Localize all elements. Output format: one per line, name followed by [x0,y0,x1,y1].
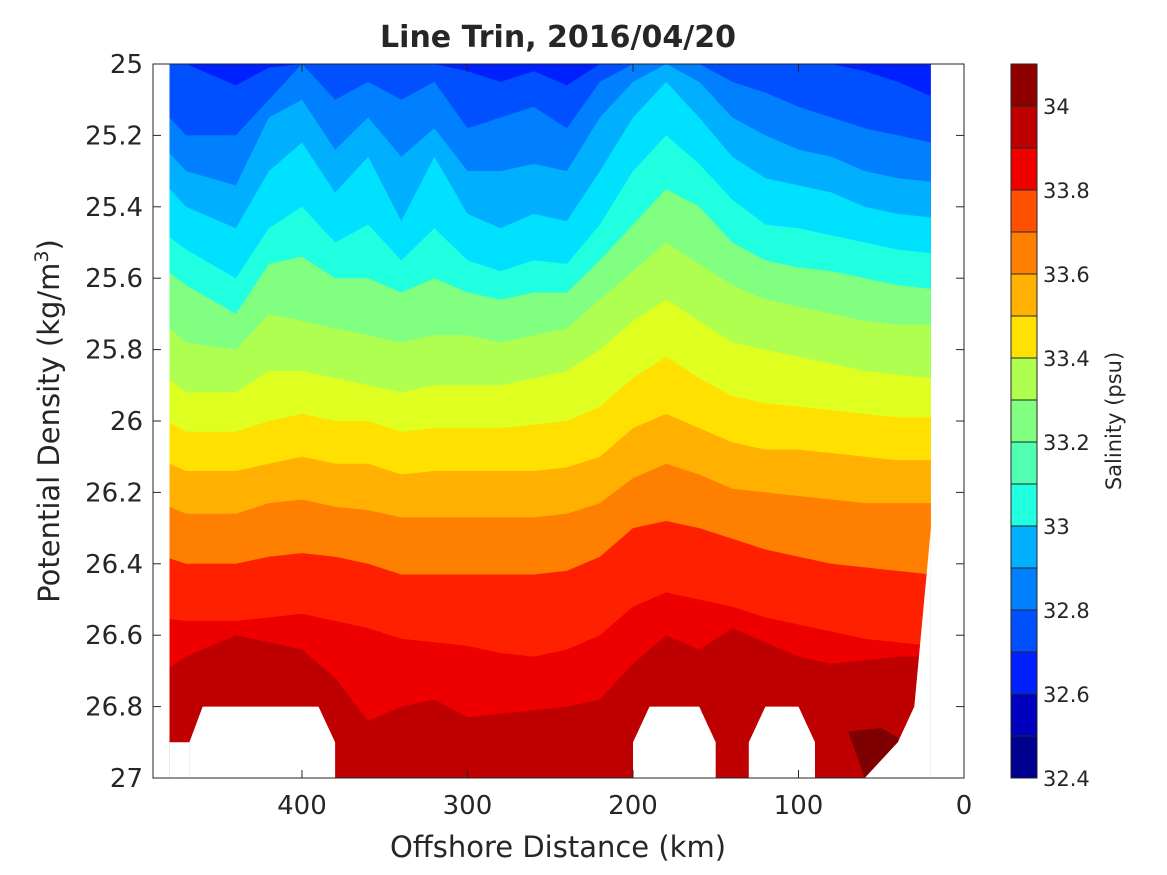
colorbar-segment [1011,232,1037,274]
colorbar-tick-label: 32.4 [1043,767,1090,791]
y-tick-label: 25.2 [85,121,143,151]
colorbar-segment [1011,106,1037,148]
colorbar-segment [1011,316,1037,358]
y-tick-label: 25 [110,50,143,80]
y-axis-label-superscript: 3 [31,250,53,262]
no-data-mask-1 [189,706,336,778]
y-tick-label: 26.2 [85,478,143,508]
colorbar-segment [1011,64,1037,106]
plot-area [169,64,931,778]
colorbar-frame [1010,63,1038,779]
y-tick-label: 26.8 [85,693,143,723]
chart-title: Line Trin, 2016/04/20 [380,20,736,55]
colorbar-label: Salinity (psu) [1102,352,1126,490]
axes: 400 300 200 100 0 25 25.2 25.4 25.6 25.8 26 26.2 26.… [85,50,972,821]
colorbar-segment [1011,694,1037,736]
x-axis-label: Offshore Distance (km) [390,830,726,864]
data-mask [169,528,964,778]
colorbar-segment [1011,400,1037,442]
y-axis-label: Potential Density (kg/m3) [31,239,66,603]
x-tick-label: 400 [277,791,327,821]
colorbar-segment [1011,358,1037,400]
colorbar-segment [1011,736,1037,778]
colorbar-segment [1011,148,1037,190]
colorbar-segment [1011,610,1037,652]
contour-band-34.1 [169,628,931,778]
y-axis-label-close: ) [32,239,66,250]
y-tick-label: 25.6 [85,264,143,294]
colorbar-tick-label: 32.6 [1043,683,1090,707]
colorbar-tick-label: 33.4 [1043,347,1090,371]
no-data-mask-3 [748,706,815,778]
no-data-mask-0 [169,742,190,778]
y-tick-label: 26.4 [85,550,143,580]
colorbar: 32.4 32.6 32.8 33 33.2 33.4 33.6 33.8 34 [1010,63,1090,791]
y-axis-label-main: Potential Density (kg/m [32,263,66,603]
colorbar-tick-label: 33.2 [1043,431,1090,455]
y-tick-label: 26 [110,407,143,437]
no-data-mask-4 [864,528,931,778]
colorbar-segment [1011,274,1037,316]
x-tick-label: 300 [443,791,493,821]
colorbar-segment [1011,568,1037,610]
x-tick-label: 0 [956,791,973,821]
colorbar-segment [1011,442,1037,484]
y-tick-label: 25.4 [85,193,143,223]
colorbar-tick-label: 32.8 [1043,599,1090,623]
x-tick-label: 100 [774,791,824,821]
x-tick-label: 200 [608,791,658,821]
no-data-mask-2 [633,706,716,778]
colorbar-tick-label: 33.8 [1043,179,1090,203]
colorbar-segment [1011,652,1037,694]
y-tick-label: 25.8 [85,336,143,366]
colorbar-tick-label: 33 [1043,515,1070,539]
no-data-mask-shore [930,528,964,778]
y-tick-label: 26.6 [85,621,143,651]
colorbar-segment [1011,484,1037,526]
colorbar-segment [1011,526,1037,568]
y-tick-label: 27 [110,764,143,794]
colorbar-tick-label: 33.6 [1043,263,1090,287]
colorbar-segment [1011,190,1037,232]
colorbar-tick-label: 34 [1043,95,1070,119]
